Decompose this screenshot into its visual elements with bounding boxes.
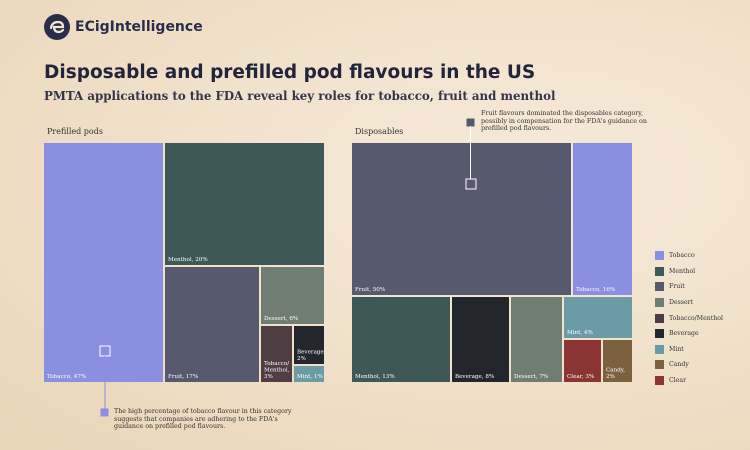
legend-swatch (655, 376, 664, 386)
disposables-tile-clear (564, 340, 601, 382)
legend-swatch (655, 251, 664, 261)
prefilled-label-tobacco-menthol: Tobacco/Menthol, 3% (264, 361, 290, 380)
prefilled-pods-title: Prefilled pods (47, 127, 103, 136)
disposables-label-beverage: Beverage, 8% (455, 374, 494, 380)
brand-logo: ECigIntelligence (44, 14, 203, 40)
page-subtitle: PMTA applications to the FDA reveal key … (44, 89, 556, 103)
prefilled-label-beverage: Beverage, 2% (297, 350, 326, 363)
prefilled-tile-tobacco (44, 143, 163, 382)
legend-item-tobacco: Tobacco (655, 248, 723, 264)
disposables-tile-fruit (352, 143, 571, 295)
legend: Tobacco Menthol Fruit Dessert Tobacco/Mentho… (655, 248, 723, 388)
disposables-pointer-marker (466, 118, 475, 127)
prefilled-tile-dessert (261, 267, 324, 324)
disposables-pointer-anchor (465, 178, 477, 190)
legend-item-clear: Clear (655, 373, 723, 389)
prefilled-annotation: The high percentage of tobacco flavour i… (114, 408, 292, 430)
page-title: Disposable and prefilled pod flavours in… (44, 62, 536, 83)
legend-swatch (655, 329, 664, 339)
disposables-label-mint: Mint, 4% (567, 330, 593, 336)
disposables-tile-mint (564, 297, 632, 338)
prefilled-tile-beverage (294, 326, 324, 364)
prefilled-label-menthol: Menthol, 20% (168, 257, 208, 263)
disposables-tile-candy (603, 340, 632, 382)
prefilled-label-mint: Mint, 1% (297, 374, 323, 380)
legend-swatch (655, 282, 664, 292)
prefilled-label-dessert: Dessert, 6% (264, 316, 298, 322)
legend-label: Clear (669, 377, 687, 385)
disposables-title: Disposables (355, 127, 404, 136)
legend-label: Candy (669, 361, 689, 369)
legend-label: Beverage (669, 330, 699, 338)
legend-item-dessert: Dessert (655, 295, 723, 311)
prefilled-tile-fruit (165, 267, 259, 382)
disposables-tile-dessert (511, 297, 562, 382)
disposables-label-fruit: Fruit, 50% (355, 287, 385, 293)
prefilled-tile-tobacco-menthol (261, 326, 292, 382)
prefilled-label-tobacco: Tobacco, 47% (47, 374, 86, 380)
legend-label: Dessert (669, 299, 694, 307)
prefilled-label-fruit: Fruit, 17% (168, 374, 198, 380)
legend-swatch (655, 313, 664, 323)
disposables-label-tobacco: Tobacco, 16% (576, 287, 615, 293)
legend-item-mint: Mint (655, 342, 723, 358)
legend-label: Fruit (669, 283, 685, 291)
disposables-tile-tobacco (573, 143, 632, 295)
disposables-tile-menthol (352, 297, 450, 382)
legend-label: Tobacco (669, 252, 695, 260)
brand-name: ECigIntelligence (75, 19, 203, 35)
legend-swatch (655, 344, 664, 354)
legend-label: Tobacco/Menthol (669, 314, 723, 322)
legend-item-beverage: Beverage (655, 326, 723, 342)
disposables-label-clear: Clear, 3% (567, 374, 594, 380)
legend-swatch (655, 298, 664, 308)
legend-label: Mint (669, 345, 684, 353)
disposables-tile-beverage (452, 297, 509, 382)
prefilled-tile-menthol (165, 143, 324, 265)
disposables-label-dessert: Dessert, 7% (514, 374, 548, 380)
prefilled-pointer-marker (100, 408, 109, 417)
legend-item-candy: Candy (655, 357, 723, 373)
legend-swatch (655, 360, 664, 370)
disposables-label-menthol: Menthol, 13% (355, 374, 395, 380)
legend-swatch (655, 266, 664, 276)
legend-item-menthol: Menthol (655, 264, 723, 280)
prefilled-tile-mint (294, 366, 324, 382)
legend-item-tobacco-menthol: Tobacco/Menthol (655, 310, 723, 326)
disposables-annotation: Fruit flavours dominated the disposables… (481, 110, 647, 132)
legend-label: Menthol (669, 267, 696, 275)
legend-item-fruit: Fruit (655, 279, 723, 295)
brand-mark-icon (44, 14, 70, 40)
disposables-label-candy: Candy, 2% (606, 368, 625, 381)
